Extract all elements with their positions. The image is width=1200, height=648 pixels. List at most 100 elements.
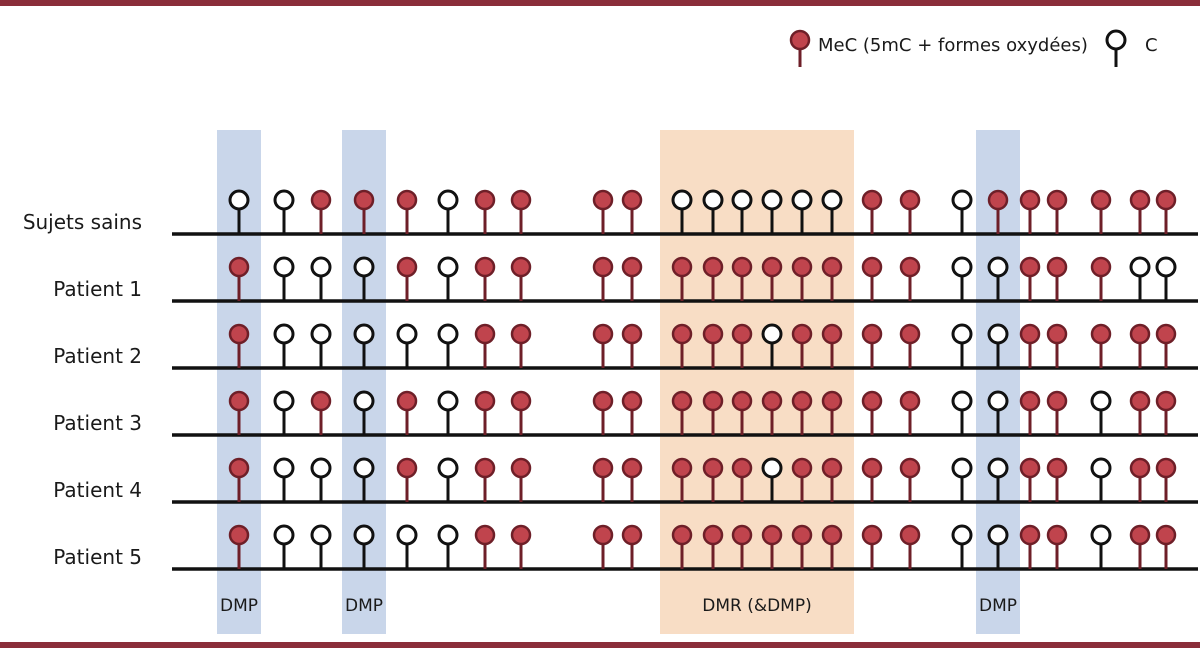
methylated-cpg-site bbox=[1046, 457, 1068, 502]
dmr-region-band bbox=[660, 130, 854, 634]
sample-row: Patient 5 bbox=[53, 524, 1198, 571]
methylated-cpg-site bbox=[510, 457, 532, 502]
unmethylated-cpg-site bbox=[310, 323, 332, 368]
methylated-cpg-site bbox=[702, 390, 724, 435]
unmethylated-cpg-site bbox=[310, 524, 332, 569]
unmethylated-cpg-site bbox=[987, 457, 1009, 502]
dmp-region-label: DMP bbox=[220, 596, 258, 616]
unmethylated-cpg-site bbox=[437, 189, 459, 234]
methylated-cpg-site bbox=[396, 390, 418, 435]
unmethylated-cpg-site bbox=[273, 524, 295, 569]
unmethylated-cpg-site bbox=[987, 390, 1009, 435]
methylated-cpg-site bbox=[1155, 390, 1177, 435]
methylated-cpg-site bbox=[791, 390, 813, 435]
methylated-cpg-site bbox=[1019, 390, 1041, 435]
methylated-cpg-site bbox=[1019, 323, 1041, 368]
unmethylated-cpg-site bbox=[437, 390, 459, 435]
region-labels: DMP DMP DMR (&DMP) DMP bbox=[220, 596, 1017, 616]
methylated-cpg-site bbox=[791, 256, 813, 301]
methylated-cpg-site bbox=[228, 256, 250, 301]
methylated-cpg-site bbox=[310, 390, 332, 435]
methylated-cpg-site bbox=[1155, 323, 1177, 368]
unmethylated-cpg-site bbox=[791, 189, 813, 234]
methylated-cpg-site bbox=[899, 524, 921, 569]
methylated-cpg-site bbox=[861, 189, 883, 234]
unmethylated-cpg-site bbox=[671, 189, 693, 234]
methylated-cpg-site bbox=[1129, 390, 1151, 435]
unmethylated-cpg-site bbox=[821, 189, 843, 234]
methylated-cpg-site bbox=[861, 390, 883, 435]
sample-row: Patient 2 bbox=[53, 323, 1198, 370]
methylated-cpg-site bbox=[1155, 457, 1177, 502]
methylated-cpg-site bbox=[702, 457, 724, 502]
sample-row: Patient 3 bbox=[53, 390, 1198, 437]
methylated-cpg-site bbox=[1129, 189, 1151, 234]
methylated-cpg-site bbox=[1155, 524, 1177, 569]
methylated-cpg-site bbox=[1129, 457, 1151, 502]
methylated-cpg-site bbox=[821, 323, 843, 368]
methylated-cpg-site bbox=[1019, 524, 1041, 569]
methylated-cpg-site bbox=[731, 457, 753, 502]
unmethylated-cpg-site bbox=[987, 323, 1009, 368]
row-label: Patient 3 bbox=[53, 411, 142, 435]
unmethylated-cpg-site bbox=[228, 189, 250, 234]
row-label: Patient 1 bbox=[53, 277, 142, 301]
unmethylated-cpg-site bbox=[1155, 256, 1177, 301]
methylated-cpg-site bbox=[474, 390, 496, 435]
methylated-cpg-site bbox=[791, 323, 813, 368]
methylated-cpg-site bbox=[228, 524, 250, 569]
unmethylated-cpg-site bbox=[437, 256, 459, 301]
methylated-cpg-site bbox=[1090, 189, 1112, 234]
methylated-cpg-site bbox=[821, 390, 843, 435]
unmethylated-cpg-site bbox=[396, 524, 418, 569]
methylated-cpg-site bbox=[702, 256, 724, 301]
unmethylated-cpg-site bbox=[273, 457, 295, 502]
unmethylated-cpg-site bbox=[951, 189, 973, 234]
methylated-cpg-site bbox=[621, 457, 643, 502]
methylated-cpg-site bbox=[1090, 323, 1112, 368]
methylated-cpg-site bbox=[353, 189, 375, 234]
methylated-cpg-site bbox=[1019, 189, 1041, 234]
methylated-cpg-site bbox=[671, 524, 693, 569]
methylated-cpg-site bbox=[510, 323, 532, 368]
unmethylated-cpg-site bbox=[353, 323, 375, 368]
methylated-cpg-site bbox=[1046, 189, 1068, 234]
methylated-cpg-site bbox=[861, 323, 883, 368]
dmp-region-label: DMP bbox=[979, 596, 1017, 616]
methylated-cpg-site bbox=[474, 323, 496, 368]
methylated-cpg-site bbox=[1046, 524, 1068, 569]
unmethylated-cpg-site bbox=[396, 323, 418, 368]
methylated-cpg-site bbox=[592, 189, 614, 234]
methylated-cpg-site bbox=[987, 189, 1009, 234]
methylated-cpg-site bbox=[310, 189, 332, 234]
unmethylated-cpg-site bbox=[1129, 256, 1151, 301]
legend: MeC (5mC + formes oxydées) C bbox=[789, 29, 1158, 67]
methylated-cpg-site bbox=[731, 323, 753, 368]
methylated-cpg-site bbox=[1019, 256, 1041, 301]
methylated-cpg-site bbox=[396, 457, 418, 502]
unmethylated-cpg-site bbox=[353, 390, 375, 435]
methylated-cpg-site bbox=[731, 390, 753, 435]
unmethylated-cpg-site bbox=[273, 390, 295, 435]
row-label: Patient 5 bbox=[53, 545, 142, 569]
unmethylated-cpg-site bbox=[702, 189, 724, 234]
unmethylated-cpg-site bbox=[951, 256, 973, 301]
methylated-cpg-site bbox=[899, 323, 921, 368]
sample-row: Patient 4 bbox=[53, 457, 1198, 504]
unmethylated-cpg-site bbox=[273, 323, 295, 368]
methylated-cpg-site bbox=[731, 256, 753, 301]
methylated-cpg-site bbox=[899, 256, 921, 301]
bottom-border bbox=[0, 642, 1200, 648]
methylated-cpg-site bbox=[671, 390, 693, 435]
top-border bbox=[0, 0, 1200, 6]
legend-methylated-label: MeC (5mC + formes oxydées) bbox=[818, 35, 1088, 56]
sample-rows: Sujets sains Patient 1 Patient 2 Patient 3 P… bbox=[23, 189, 1198, 571]
dmp-region-label: DMP bbox=[345, 596, 383, 616]
methylated-cpg-site bbox=[1090, 256, 1112, 301]
unmethylated-cpg-site bbox=[310, 256, 332, 301]
unmethylated-cpg-site bbox=[353, 256, 375, 301]
methylated-cpg-site bbox=[899, 457, 921, 502]
unmethylated-cpg-site bbox=[437, 457, 459, 502]
unmethylated-cpg-site bbox=[951, 323, 973, 368]
